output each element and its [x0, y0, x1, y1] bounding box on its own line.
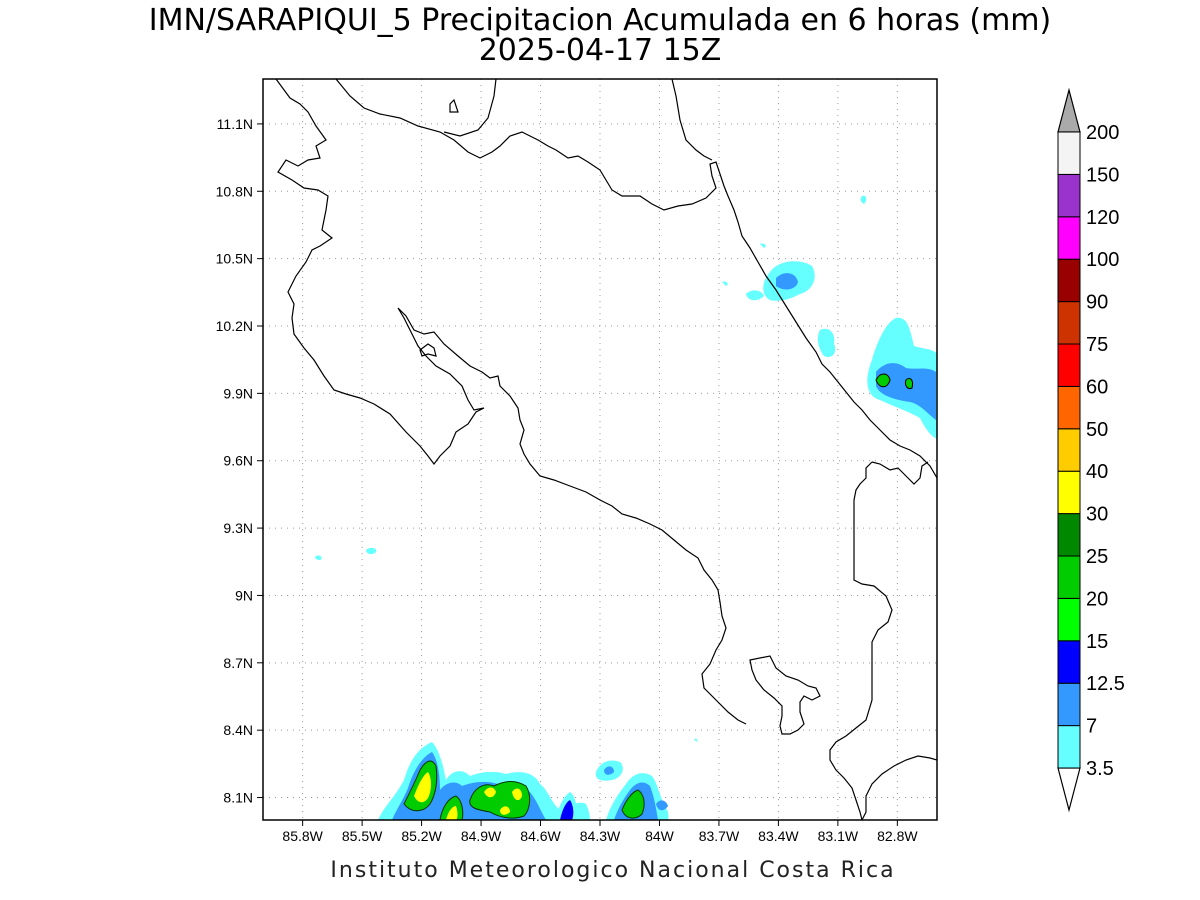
colorbar-swatch	[1057, 216, 1081, 260]
lon-tick-label: 85.5W	[342, 828, 383, 844]
precip-area-south-yellow-3	[484, 787, 496, 798]
precip-area-caribbean-south-core	[876, 363, 936, 420]
lon-tick-label: 85.8W	[282, 828, 323, 844]
colorbar-label: 60	[1086, 376, 1108, 398]
colorbar-swatch	[1057, 597, 1081, 642]
precip-area-south-yellow-4	[512, 788, 522, 801]
map-axes: 85.8W 85.5W 85.2W 84.9W 84.6W 84.3W 84W 83.7W 83…	[216, 116, 919, 844]
precip-area-south-green-4	[621, 789, 645, 819]
footer-credit: Instituto Meteorologico Nacional Costa R…	[330, 858, 895, 883]
colorbar-label: 75	[1086, 334, 1108, 356]
colorbar-label: 15	[1086, 631, 1108, 653]
precip-area-caribbean-tiny-3	[722, 281, 728, 286]
map-title: IMN/SARAPIQUI_5 Precipitacion Acumulada …	[149, 3, 1051, 38]
precip-area-south-yellow-1	[414, 772, 431, 803]
lon-tick-label: 84.3W	[580, 828, 621, 844]
colorbar-bottom-arrow	[1057, 767, 1081, 813]
colorbar-swatch	[1057, 555, 1081, 599]
colorbar-swatch	[1057, 640, 1081, 684]
colorbar-label: 7	[1086, 716, 1097, 738]
map-subtitle-datetime: 2025-04-17 15Z	[479, 33, 722, 68]
colorbar-top-arrow	[1057, 87, 1081, 133]
lon-tick-label: 83.4W	[758, 828, 799, 844]
colorbar-label: 200	[1086, 122, 1119, 144]
colorbar-swatch	[1057, 470, 1081, 515]
lat-tick-label: 9.9N	[223, 385, 253, 401]
map-background	[263, 79, 937, 820]
colorbar-swatch	[1057, 258, 1081, 303]
burica-coastline	[861, 755, 937, 820]
coastline-and-borders	[275, 79, 937, 820]
colorbar-swatch	[1057, 385, 1081, 430]
precip-area-caribbean-mid	[817, 328, 836, 358]
colorbar-label: 90	[1086, 292, 1108, 314]
lon-tick-label: 84W	[645, 828, 675, 844]
colorbar-label: 50	[1086, 419, 1108, 441]
colorbar-swatch	[1057, 513, 1081, 557]
colorbar-label: 25	[1086, 546, 1108, 568]
colorbar-label: 20	[1086, 588, 1108, 610]
lat-tick-label: 9N	[235, 587, 253, 603]
lat-tick-label: 8.1N	[223, 790, 253, 806]
precip-area-south-blue-small	[560, 800, 574, 820]
pacific-island	[419, 343, 437, 357]
colorbar-swatch	[1057, 131, 1081, 175]
lat-tick-label: 10.5N	[216, 251, 253, 267]
panama-coastline	[871, 461, 929, 485]
lon-tick-label: 85.2W	[401, 828, 442, 844]
caribbean-coastline	[335, 79, 937, 479]
precip-area-caribbean-green-2	[905, 377, 913, 389]
lat-tick-label: 9.6N	[223, 453, 253, 469]
precip-area-south-yellow-2	[446, 806, 458, 820]
map-panel: 85.8W 85.5W 85.2W 84.9W 84.6W 84.3W 84W 83.7W 83…	[216, 78, 938, 844]
colorbar-swatch	[1057, 343, 1081, 387]
lat-tick-label: 8.7N	[223, 655, 253, 671]
lake-island	[449, 98, 459, 113]
precip-area-south-blue-2	[604, 766, 614, 775]
precip-area-caribbean-green	[875, 373, 891, 388]
colorbar-swatch	[1057, 173, 1081, 218]
precip-area-pacific-small-2	[315, 555, 322, 560]
precip-area-caribbean-tiny-2	[760, 243, 766, 248]
colorbar-label: 120	[1086, 207, 1119, 229]
precip-area-south-tiny	[694, 738, 698, 742]
precip-area-caribbean-tiny	[860, 195, 867, 204]
precip-area-pacific-small	[366, 547, 377, 555]
lat-tick-label: 9.3N	[223, 520, 253, 536]
precip-area-caribbean-north-small	[746, 290, 764, 301]
pacific-coastline	[275, 79, 747, 725]
colorbar-legend: 3.5 7 12.5 15 20 25 30 40 50 60 75 90 100 120 150 200	[1057, 87, 1125, 813]
lon-tick-label: 84.9W	[461, 828, 502, 844]
colorbar-swatch	[1057, 428, 1081, 472]
precip-area-south-yellow-5	[500, 806, 510, 815]
map-grid	[263, 79, 937, 820]
lat-tick-label: 11.1N	[217, 116, 253, 132]
precipitation-field	[315, 195, 937, 820]
lat-tick-label: 10.8N	[216, 183, 253, 199]
colorbar-label: 150	[1086, 164, 1119, 186]
precip-area-caribbean-north-core	[776, 273, 798, 290]
san-juan-river	[671, 79, 713, 161]
lon-tick-label: 82.8W	[877, 828, 918, 844]
lat-tick-label: 10.2N	[216, 318, 253, 334]
colorbar-swatch	[1057, 682, 1081, 727]
colorbar-swatch	[1057, 725, 1081, 769]
colorbar-swatch	[1057, 301, 1081, 345]
precip-area-south-blue-4	[656, 800, 668, 811]
panama-border	[829, 461, 893, 820]
colorbar-label: 12.5	[1086, 673, 1125, 695]
colorbar-label: 30	[1086, 504, 1108, 526]
lon-tick-label: 83.7W	[699, 828, 740, 844]
nicaragua-lake-shore	[443, 79, 497, 137]
colorbar-label: 40	[1086, 461, 1108, 483]
golfo-dulce	[749, 655, 821, 735]
lon-tick-label: 84.6W	[520, 828, 561, 844]
lon-tick-label: 83.1W	[818, 828, 859, 844]
colorbar-label: 3.5	[1086, 758, 1114, 780]
colorbar-label: 100	[1086, 249, 1119, 271]
lat-tick-label: 8.4N	[223, 722, 253, 738]
